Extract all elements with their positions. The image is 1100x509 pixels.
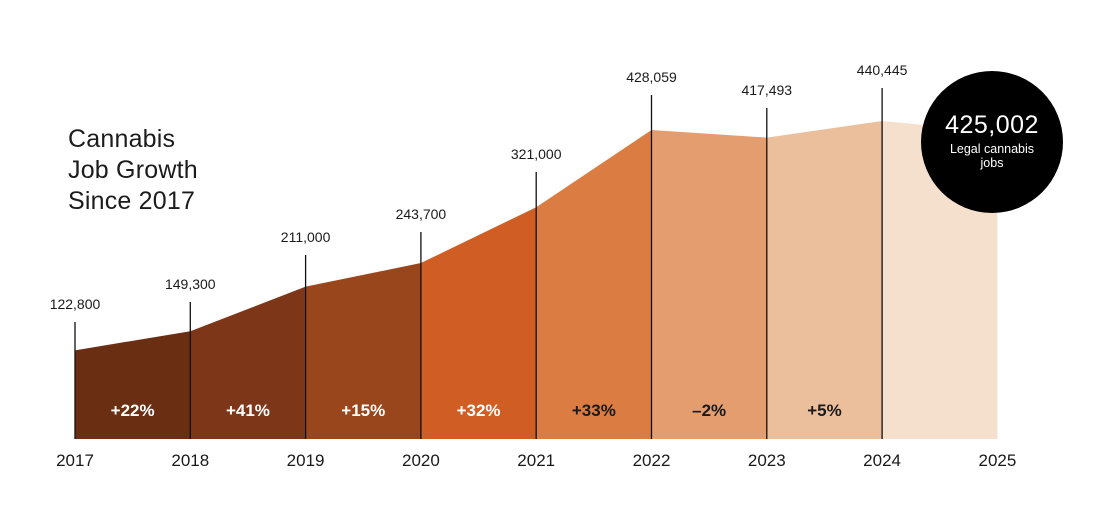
chart-title-line: Job Growth	[68, 156, 198, 184]
value-label: 321,000	[511, 146, 562, 162]
x-tick-label: 2021	[517, 451, 555, 470]
chart-title: Cannabis Job Growth Since 2017	[68, 124, 198, 217]
growth-label: –2%	[692, 401, 726, 420]
x-tick-label: 2025	[978, 451, 1016, 470]
growth-label: +15%	[341, 401, 385, 420]
chart-title-line: Cannabis	[68, 125, 176, 153]
area-segment	[766, 121, 883, 439]
growth-label: +33%	[572, 401, 616, 420]
x-tick-label: 2024	[863, 451, 901, 470]
growth-label: +32%	[457, 401, 501, 420]
area-segment	[651, 129, 767, 439]
growth-label: +5%	[807, 401, 842, 420]
highlight-value: 425,002	[945, 111, 1039, 139]
x-tick-label: 2019	[287, 451, 325, 470]
x-tick-label: 2018	[171, 451, 209, 470]
x-tick-label: 2023	[748, 451, 786, 470]
value-label: 149,300	[165, 276, 216, 292]
growth-label: +41%	[226, 401, 270, 420]
area-segment	[305, 263, 421, 439]
x-tick-label: 2017	[56, 451, 94, 470]
area-segment	[536, 129, 652, 439]
highlight-label: Legal cannabis jobs	[949, 142, 1035, 170]
area-segment	[190, 286, 306, 439]
value-label: 243,700	[396, 206, 447, 222]
value-label: 417,493	[741, 82, 792, 98]
x-tick-label: 2020	[402, 451, 440, 470]
value-label: 440,445	[857, 62, 908, 78]
area-segment	[420, 207, 537, 439]
value-label: 122,800	[50, 296, 101, 312]
value-label: 211,000	[281, 229, 331, 245]
chart-title-line: Since 2017	[68, 187, 196, 215]
area-segment	[75, 331, 191, 439]
growth-label: +22%	[111, 401, 155, 420]
highlight-badge: 425,002 Legal cannabis jobs	[921, 71, 1063, 213]
value-label: 428,059	[626, 69, 677, 85]
x-tick-label: 2022	[633, 451, 671, 470]
